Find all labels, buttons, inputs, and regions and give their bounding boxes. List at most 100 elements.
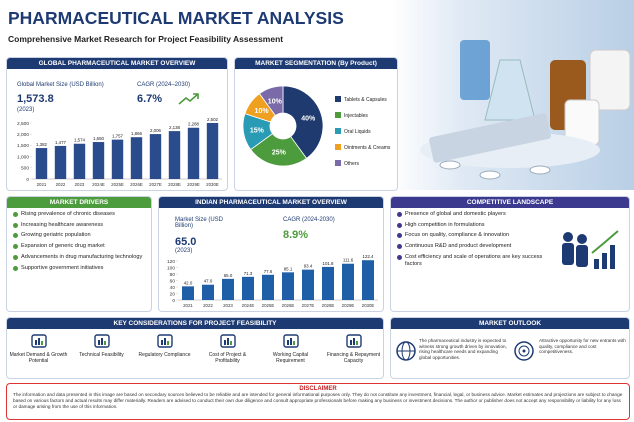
disclaimer-text: The information and data presented in th… <box>13 392 623 410</box>
consideration-label: Cost of Project & Profitability <box>208 352 247 364</box>
consideration-icon <box>345 334 362 348</box>
driver-list: Rising prevalence of chronic diseases Inc… <box>7 208 151 278</box>
x-tick-label: 2029E <box>187 182 200 187</box>
x-tick-label: 2021 <box>183 303 193 308</box>
bar <box>302 269 314 300</box>
list-item: Advancements in drug manufacturing techn… <box>13 254 145 261</box>
consideration: Technical Feasibility <box>70 332 133 378</box>
y-tick-label: 20 <box>170 291 176 297</box>
pie-slice <box>282 85 324 159</box>
bar <box>202 284 214 300</box>
x-tick-label: 2027E <box>149 182 162 187</box>
x-tick-label: 2030E <box>206 182 219 187</box>
consideration: Market Demand & Growth Potential <box>7 332 70 378</box>
value-label: 1,477 <box>55 140 67 145</box>
x-tick-label: 2028E <box>322 303 335 308</box>
consideration-label: Regulatory Compliance <box>138 352 191 358</box>
bar <box>206 122 219 179</box>
y-tick-label: 2,000 <box>17 132 29 138</box>
x-tick-label: 2024E <box>242 303 255 308</box>
bar <box>73 143 86 179</box>
x-tick-label: 2021 <box>37 182 47 187</box>
legend-label: Tablets & Capsules <box>344 97 387 103</box>
competitive-list: Presence of global and domestic players H… <box>391 208 553 274</box>
slice-label: 10% <box>255 108 270 115</box>
bar <box>182 286 194 300</box>
bar <box>35 148 48 179</box>
y-tick-label: 60 <box>170 278 176 284</box>
x-tick-label: 2027E <box>302 303 315 308</box>
bar <box>262 274 274 300</box>
y-tick-label: 40 <box>170 285 176 291</box>
x-tick-label: 2023 <box>223 303 233 308</box>
y-tick-label: 1,500 <box>17 143 29 149</box>
slice-label: 15% <box>250 128 265 135</box>
consideration-icon <box>30 334 47 348</box>
legend-swatch <box>335 160 341 166</box>
consideration: Regulatory Compliance <box>133 332 196 378</box>
bar <box>187 127 200 179</box>
bar <box>322 266 334 300</box>
bar <box>282 272 294 300</box>
legend-label: Oral Liquids <box>344 129 371 135</box>
bar <box>222 278 234 300</box>
x-tick-label: 2023 <box>75 182 85 187</box>
value-label: 1,866 <box>131 131 143 136</box>
heading: GLOBAL PHARMACEUTICAL MARKET OVERVIEW <box>7 58 227 69</box>
legend-label: Others <box>344 161 360 167</box>
bar <box>242 276 254 300</box>
y-tick-label: 1,000 <box>17 154 29 160</box>
target-icon <box>514 341 534 361</box>
drivers-panel: MARKET DRIVERS Rising prevalence of chro… <box>6 196 152 312</box>
value-label: 111.6 <box>343 258 354 263</box>
consideration-label: Market Demand & Growth Potential <box>9 352 68 364</box>
x-tick-label: 2022 <box>56 182 66 187</box>
bar <box>54 145 67 179</box>
stat-value: 65.0 <box>175 236 197 248</box>
consideration-label: Financing & Repayment Capacity <box>326 352 381 364</box>
x-tick-label: 2029E <box>342 303 355 308</box>
stat-value: 6.7% <box>137 93 163 105</box>
disclaimer-heading: DISCLAIMER <box>299 386 337 392</box>
stat-value: 1,573.8 <box>17 93 54 105</box>
bar <box>92 142 105 179</box>
legend-swatch <box>335 144 341 150</box>
value-label: 65.0 <box>224 273 233 278</box>
legend-swatch <box>335 128 341 134</box>
value-label: 1,650 <box>93 136 105 141</box>
list-item: Presence of global and domestic players <box>397 211 547 218</box>
legend-swatch <box>335 96 341 102</box>
heading: MARKET OUTLOOK <box>391 318 629 329</box>
stat-label: Market Size (USD Billion) <box>175 217 224 229</box>
global-chart: 0 500 1,000 1,500 2,000 2,500 1,382 2021 1,477 20… <box>17 117 222 187</box>
stat-year: (2023) <box>175 248 193 254</box>
value-label: 2,502 <box>207 117 219 122</box>
consideration: Financing & Repayment Capacity <box>322 332 383 378</box>
value-label: 2,138 <box>169 125 181 130</box>
consideration: Cost of Project & Profitability <box>196 332 259 378</box>
x-tick-label: 2030E <box>362 303 375 308</box>
value-label: 122.4 <box>363 255 375 259</box>
value-label: 85.1 <box>284 266 293 271</box>
consideration-icon <box>219 334 236 348</box>
y-tick-label: 80 <box>170 272 176 278</box>
y-tick-label: 0 <box>172 298 175 304</box>
value-label: 2,288 <box>188 122 200 127</box>
y-tick-label: 500 <box>21 166 29 172</box>
bar <box>111 139 124 179</box>
bar <box>149 134 162 179</box>
x-tick-label: 2026E <box>130 182 143 187</box>
list-item: Growing geriatric population <box>13 232 145 239</box>
stat-year: (2023) <box>17 107 35 113</box>
bar <box>342 263 354 300</box>
x-tick-label: 2025E <box>111 182 124 187</box>
x-tick-label: 2024E <box>92 182 105 187</box>
list-item: Focus on quality, compliance & innovatio… <box>397 232 547 239</box>
lab-photo <box>390 0 634 190</box>
heading: MARKET DRIVERS <box>7 197 151 208</box>
x-tick-label: 2028E <box>168 182 181 187</box>
value-label: 2,006 <box>150 128 162 133</box>
bar <box>130 137 143 179</box>
